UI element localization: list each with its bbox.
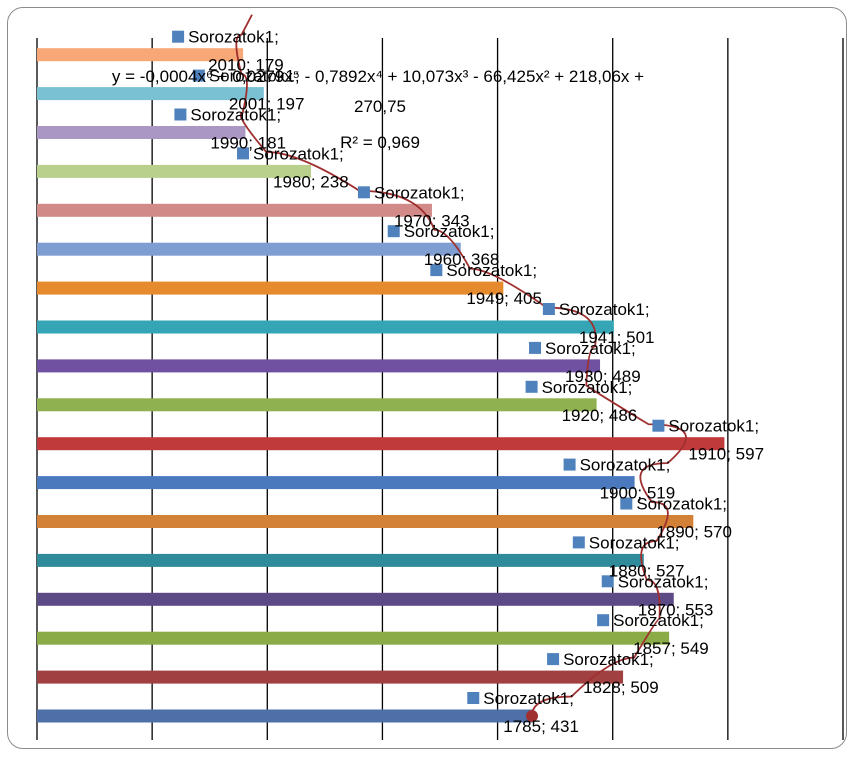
marker-1828 — [547, 653, 560, 666]
data-label-value-1785: 1785; 431 — [503, 717, 579, 736]
data-label-name-1941: Sorozatok1; — [559, 300, 650, 319]
data-label-value-1980: 1980; 238 — [273, 172, 349, 191]
data-label-name-1949: Sorozatok1; — [446, 261, 537, 280]
data-label-value-1920: 1920; 486 — [562, 406, 638, 425]
data-label-name-1980: Sorozatok1; — [253, 144, 344, 163]
marker-2010 — [172, 30, 185, 43]
trendline-r-squared: R² = 0,969 — [340, 133, 420, 152]
data-label-value-1870: 1870; 553 — [638, 600, 714, 619]
data-label-name-2001: Sorozatok1; — [209, 67, 300, 86]
bar-1870 — [37, 592, 674, 606]
data-label-name-1828: Sorozatok1; — [563, 650, 654, 669]
bar-1970 — [37, 203, 432, 217]
data-label-value-1828: 1828; 509 — [583, 678, 659, 697]
marker-1857 — [597, 614, 610, 627]
marker-1949 — [430, 264, 443, 277]
marker-1960 — [387, 225, 400, 238]
bars-layer — [37, 48, 725, 723]
data-label-name-1857: Sorozatok1; — [613, 611, 704, 630]
bar-1941 — [37, 320, 614, 334]
data-label-value-1930: 1930; 489 — [565, 367, 641, 386]
marker-1980 — [237, 147, 250, 160]
marker-1941 — [542, 303, 555, 315]
bar-1960 — [37, 242, 461, 256]
trendline-curve — [235, 14, 687, 717]
trendline-end-point — [526, 710, 538, 722]
bar-2001 — [37, 87, 264, 101]
data-label-name-1970: Sorozatok1; — [374, 183, 465, 202]
data-label-name-1990: Sorozatok1; — [190, 106, 281, 125]
data-label-value-1857: 1857; 549 — [633, 639, 709, 658]
data-label-name-1890: Sorozatok1; — [636, 495, 727, 514]
data-label-value-2001: 2001; 197 — [229, 95, 305, 114]
data-label-value-1960: 1960; 368 — [424, 250, 500, 269]
markers-layer — [172, 30, 665, 704]
marker-1930 — [529, 341, 542, 354]
data-label-value-1970: 1970; 343 — [394, 211, 470, 230]
marker-1900 — [563, 458, 576, 471]
marker-1785 — [467, 692, 480, 704]
bar-1857 — [37, 631, 670, 645]
marker-1920 — [525, 380, 538, 393]
bar-1900 — [37, 476, 635, 490]
data-label-value-1900: 1900; 519 — [600, 484, 676, 503]
data-label-name-1880: Sorozatok1; — [589, 533, 680, 552]
bar-1930 — [37, 359, 601, 373]
grid-layer — [36, 38, 844, 740]
data-label-name-1920: Sorozatok1; — [542, 378, 633, 397]
bar-1910 — [37, 437, 725, 451]
data-label-name-1910: Sorozatok1; — [668, 417, 759, 436]
bar-1890 — [37, 515, 694, 528]
data-label-value-1941: 1941; 501 — [579, 328, 655, 347]
data-label-name-2010: Sorozatok1; — [188, 28, 279, 47]
data-labels-layer: Sorozatok1; 1785; 431 Sorozatok1; 1828; 509… — [188, 28, 764, 736]
trendline-layer — [235, 14, 687, 722]
data-label-name-1930: Sorozatok1; — [545, 339, 636, 358]
data-label-name-1785: Sorozatok1; — [483, 689, 574, 708]
data-label-name-1870: Sorozatok1; — [618, 572, 709, 591]
bar-2010 — [37, 48, 244, 62]
trendline-equation-line-1: y = -0,0004x⁶ + 0,0279x⁵ - 0,7892x⁴ + 10… — [112, 67, 644, 86]
data-label-name-1900: Sorozatok1; — [580, 456, 671, 475]
bar-1828 — [37, 670, 624, 684]
marker-1890 — [620, 497, 633, 510]
data-label-value-1990: 1990; 181 — [210, 134, 286, 153]
bar-1980 — [37, 164, 312, 178]
marker-1910 — [652, 419, 665, 432]
marker-1970 — [357, 186, 370, 199]
marker-1880 — [572, 536, 585, 549]
data-label-name-1960: Sorozatok1; — [404, 222, 495, 241]
marker-1870 — [601, 575, 614, 588]
marker-1990 — [174, 108, 187, 121]
bar-1785 — [37, 709, 534, 723]
bar-1880 — [37, 553, 644, 567]
trendline-equation-line-2: 270,75 — [354, 97, 406, 116]
bar-1920 — [37, 398, 597, 412]
data-label-value-1949: 1949; 405 — [466, 289, 542, 308]
data-label-value-2010: 2010; 179 — [208, 56, 284, 75]
data-label-value-1890: 1890; 570 — [656, 523, 732, 542]
data-label-value-1880: 1880; 527 — [609, 561, 685, 580]
data-label-value-1910: 1910; 597 — [688, 445, 764, 464]
bar-1949 — [37, 281, 504, 295]
bar-1990 — [37, 126, 246, 139]
marker-2001 — [192, 69, 205, 82]
